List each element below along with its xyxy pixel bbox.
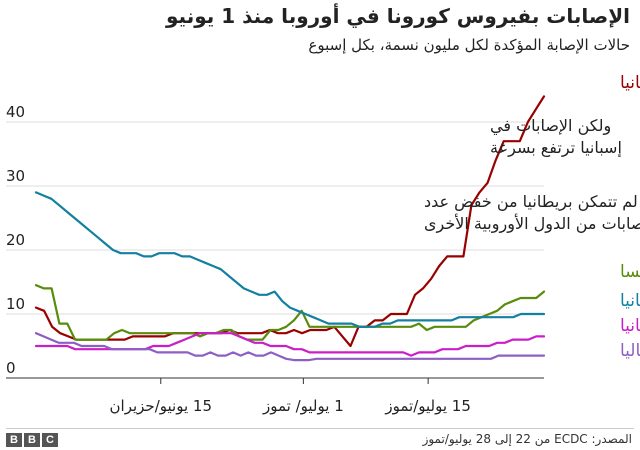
annotation-text: إسبانيا ترتفع بسرعة: [490, 138, 622, 158]
source-note: المصدر: ECDC من 22 إلى 28 يوليو/تموز: [422, 432, 632, 446]
series-line-5: [34, 332, 546, 362]
y-tick-label: 0: [6, 359, 16, 377]
series-label-1: إسبانيا: [620, 73, 640, 93]
x-tick-label: 1 يوليو/ تموز: [262, 397, 344, 415]
series-label-2: فرنسا: [620, 262, 640, 282]
series-layer: [34, 95, 546, 362]
x-tick-label: 15 يونيو/حزيران: [110, 397, 212, 415]
grid-layer: [6, 121, 544, 315]
chart-subtitle: حالات الإصابة المؤكدة لكل مليون نسمة، بك…: [308, 36, 630, 54]
y-tick-label: 40: [6, 103, 25, 121]
series-label-4: إلمانيا: [620, 316, 640, 336]
series-line-4: [34, 332, 546, 357]
series-label-5: إيطاليا: [620, 341, 640, 361]
label-layer: إسبانيا فرنسا بريطانيا إلمانيا إيطاليا ولكن ا…: [424, 73, 640, 361]
footer-divider: [6, 428, 634, 429]
y-tick-label: 30: [6, 167, 25, 185]
series-line-3: [34, 191, 546, 328]
bbc-logo: B B C: [6, 433, 58, 447]
series-label-3: بريطانيا: [620, 291, 640, 311]
y-tick-label: 10: [6, 295, 25, 313]
annotation-text: الإصابات من الدول الأوروبية الأخرى: [424, 213, 640, 234]
axis-layer: 0 10 20 30 40 15 يونيو/حزيران 1 يوليو/ تموز 15 …: [6, 103, 544, 415]
bbc-logo-letter: B: [6, 433, 22, 447]
chart-title: الإصابات بفيروس كورونا في أوروبا منذ 1 ي…: [166, 4, 630, 28]
bbc-logo-letter: B: [24, 433, 40, 447]
line-chart: 0 10 20 30 40 15 يونيو/حزيران 1 يوليو/ تموز 15 …: [6, 73, 640, 415]
series-line-1: [34, 95, 546, 348]
x-tick-label: 15 يوليو/تموز: [384, 397, 471, 415]
annotation-text: ولكن الإصابات في: [490, 116, 611, 136]
series-line-2: [34, 284, 546, 341]
y-tick-label: 20: [6, 231, 25, 249]
bbc-logo-letter: C: [42, 433, 58, 447]
annotation-text: لم تتمكن بريطانيا من خفض عدد: [424, 192, 638, 212]
